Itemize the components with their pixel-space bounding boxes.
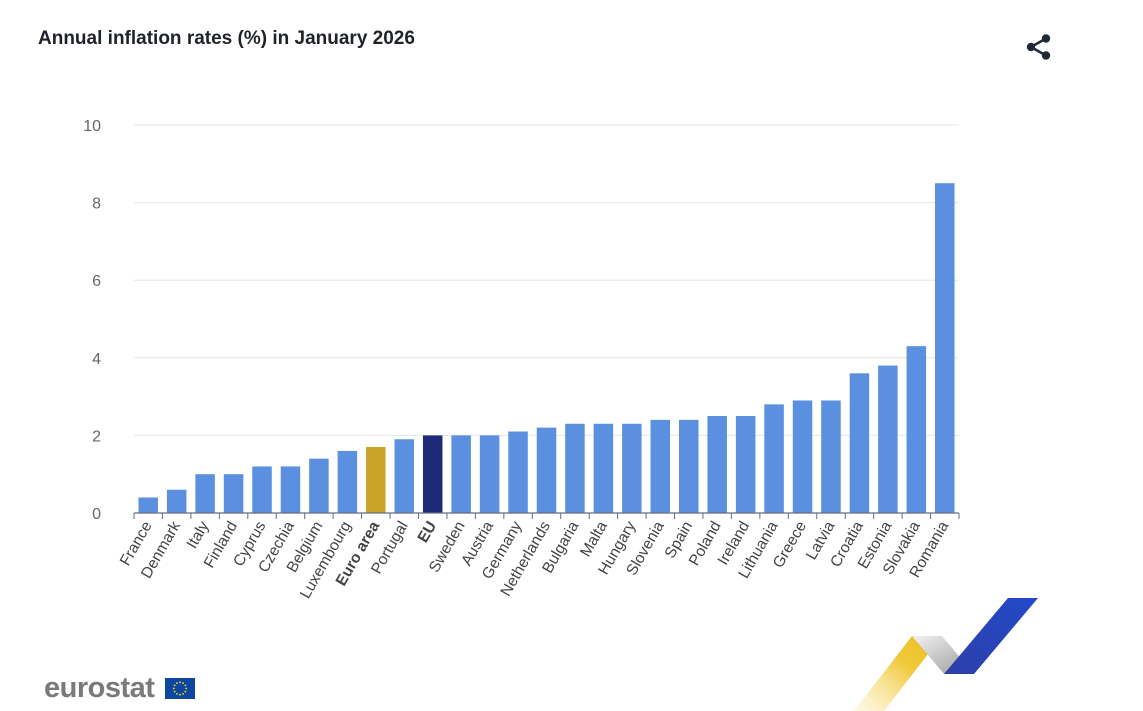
bars — [138, 183, 955, 513]
bar-czechia[interactable] — [280, 466, 301, 513]
bar-hungary[interactable] — [622, 423, 642, 513]
bar-portugal[interactable] — [394, 439, 415, 513]
flag-star — [179, 681, 181, 684]
bar-luxembourg[interactable] — [337, 450, 358, 513]
bar-bulgaria[interactable] — [565, 423, 585, 513]
share-icon[interactable] — [1024, 32, 1054, 62]
bar-italy[interactable] — [195, 474, 215, 513]
eurostat-logo: eurostat — [44, 672, 155, 704]
x-tick-label: Italy — [184, 518, 213, 551]
bar-slovakia[interactable] — [906, 346, 927, 513]
y-tick-label: 2 — [92, 428, 101, 445]
bar-finland[interactable] — [223, 474, 244, 513]
bar-latvia[interactable] — [821, 400, 841, 513]
bar-eu[interactable] — [422, 435, 443, 513]
y-tick-label: 10 — [83, 118, 101, 135]
bar-denmark[interactable] — [166, 489, 187, 513]
flag-star — [172, 687, 175, 690]
x-tick-label: EU — [415, 519, 440, 546]
bar-austria[interactable] — [479, 435, 500, 513]
y-tick-label: 8 — [92, 196, 101, 213]
y-tick-label: 4 — [92, 351, 101, 368]
bar-germany[interactable] — [508, 431, 528, 513]
bar-lithuania[interactable] — [764, 404, 784, 513]
bar-ireland[interactable] — [735, 416, 756, 513]
bar-france[interactable] — [138, 497, 158, 513]
bar-euro-area[interactable] — [366, 447, 386, 513]
bar-spain[interactable] — [678, 419, 699, 513]
bar-netherlands[interactable] — [536, 427, 557, 513]
x-axis — [133, 512, 960, 519]
y-tick-label: 6 — [92, 273, 101, 290]
bar-croatia[interactable] — [849, 373, 870, 513]
bar-romania[interactable] — [935, 183, 955, 513]
bar-belgium[interactable] — [309, 458, 329, 513]
flag-star — [176, 692, 178, 695]
flag-star — [176, 682, 178, 685]
flag-star — [179, 693, 181, 696]
flag-star — [173, 684, 176, 687]
y-axis-ticks: 0 2 4 6 8 10 — [83, 118, 101, 523]
bar-estonia[interactable] — [878, 365, 898, 513]
chart-title: Annual inflation rates (%) in January 20… — [38, 28, 415, 49]
flag-star — [184, 684, 187, 687]
bar-malta[interactable] — [593, 423, 614, 513]
bar-slovenia[interactable] — [650, 419, 671, 513]
bar-greece[interactable] — [792, 400, 813, 513]
flag-star — [185, 687, 188, 690]
bar-cyprus[interactable] — [252, 466, 272, 513]
grid-lines — [134, 124, 959, 436]
flag-star — [182, 692, 184, 695]
y-tick-label: 0 — [92, 506, 101, 523]
flag-star — [184, 690, 187, 693]
eu-flag-icon — [165, 678, 195, 699]
flag-star — [173, 690, 176, 693]
bar-poland[interactable] — [707, 416, 727, 513]
flag-star — [182, 682, 184, 685]
decorative-ribbon — [854, 598, 1038, 711]
bar-sweden[interactable] — [451, 435, 471, 513]
